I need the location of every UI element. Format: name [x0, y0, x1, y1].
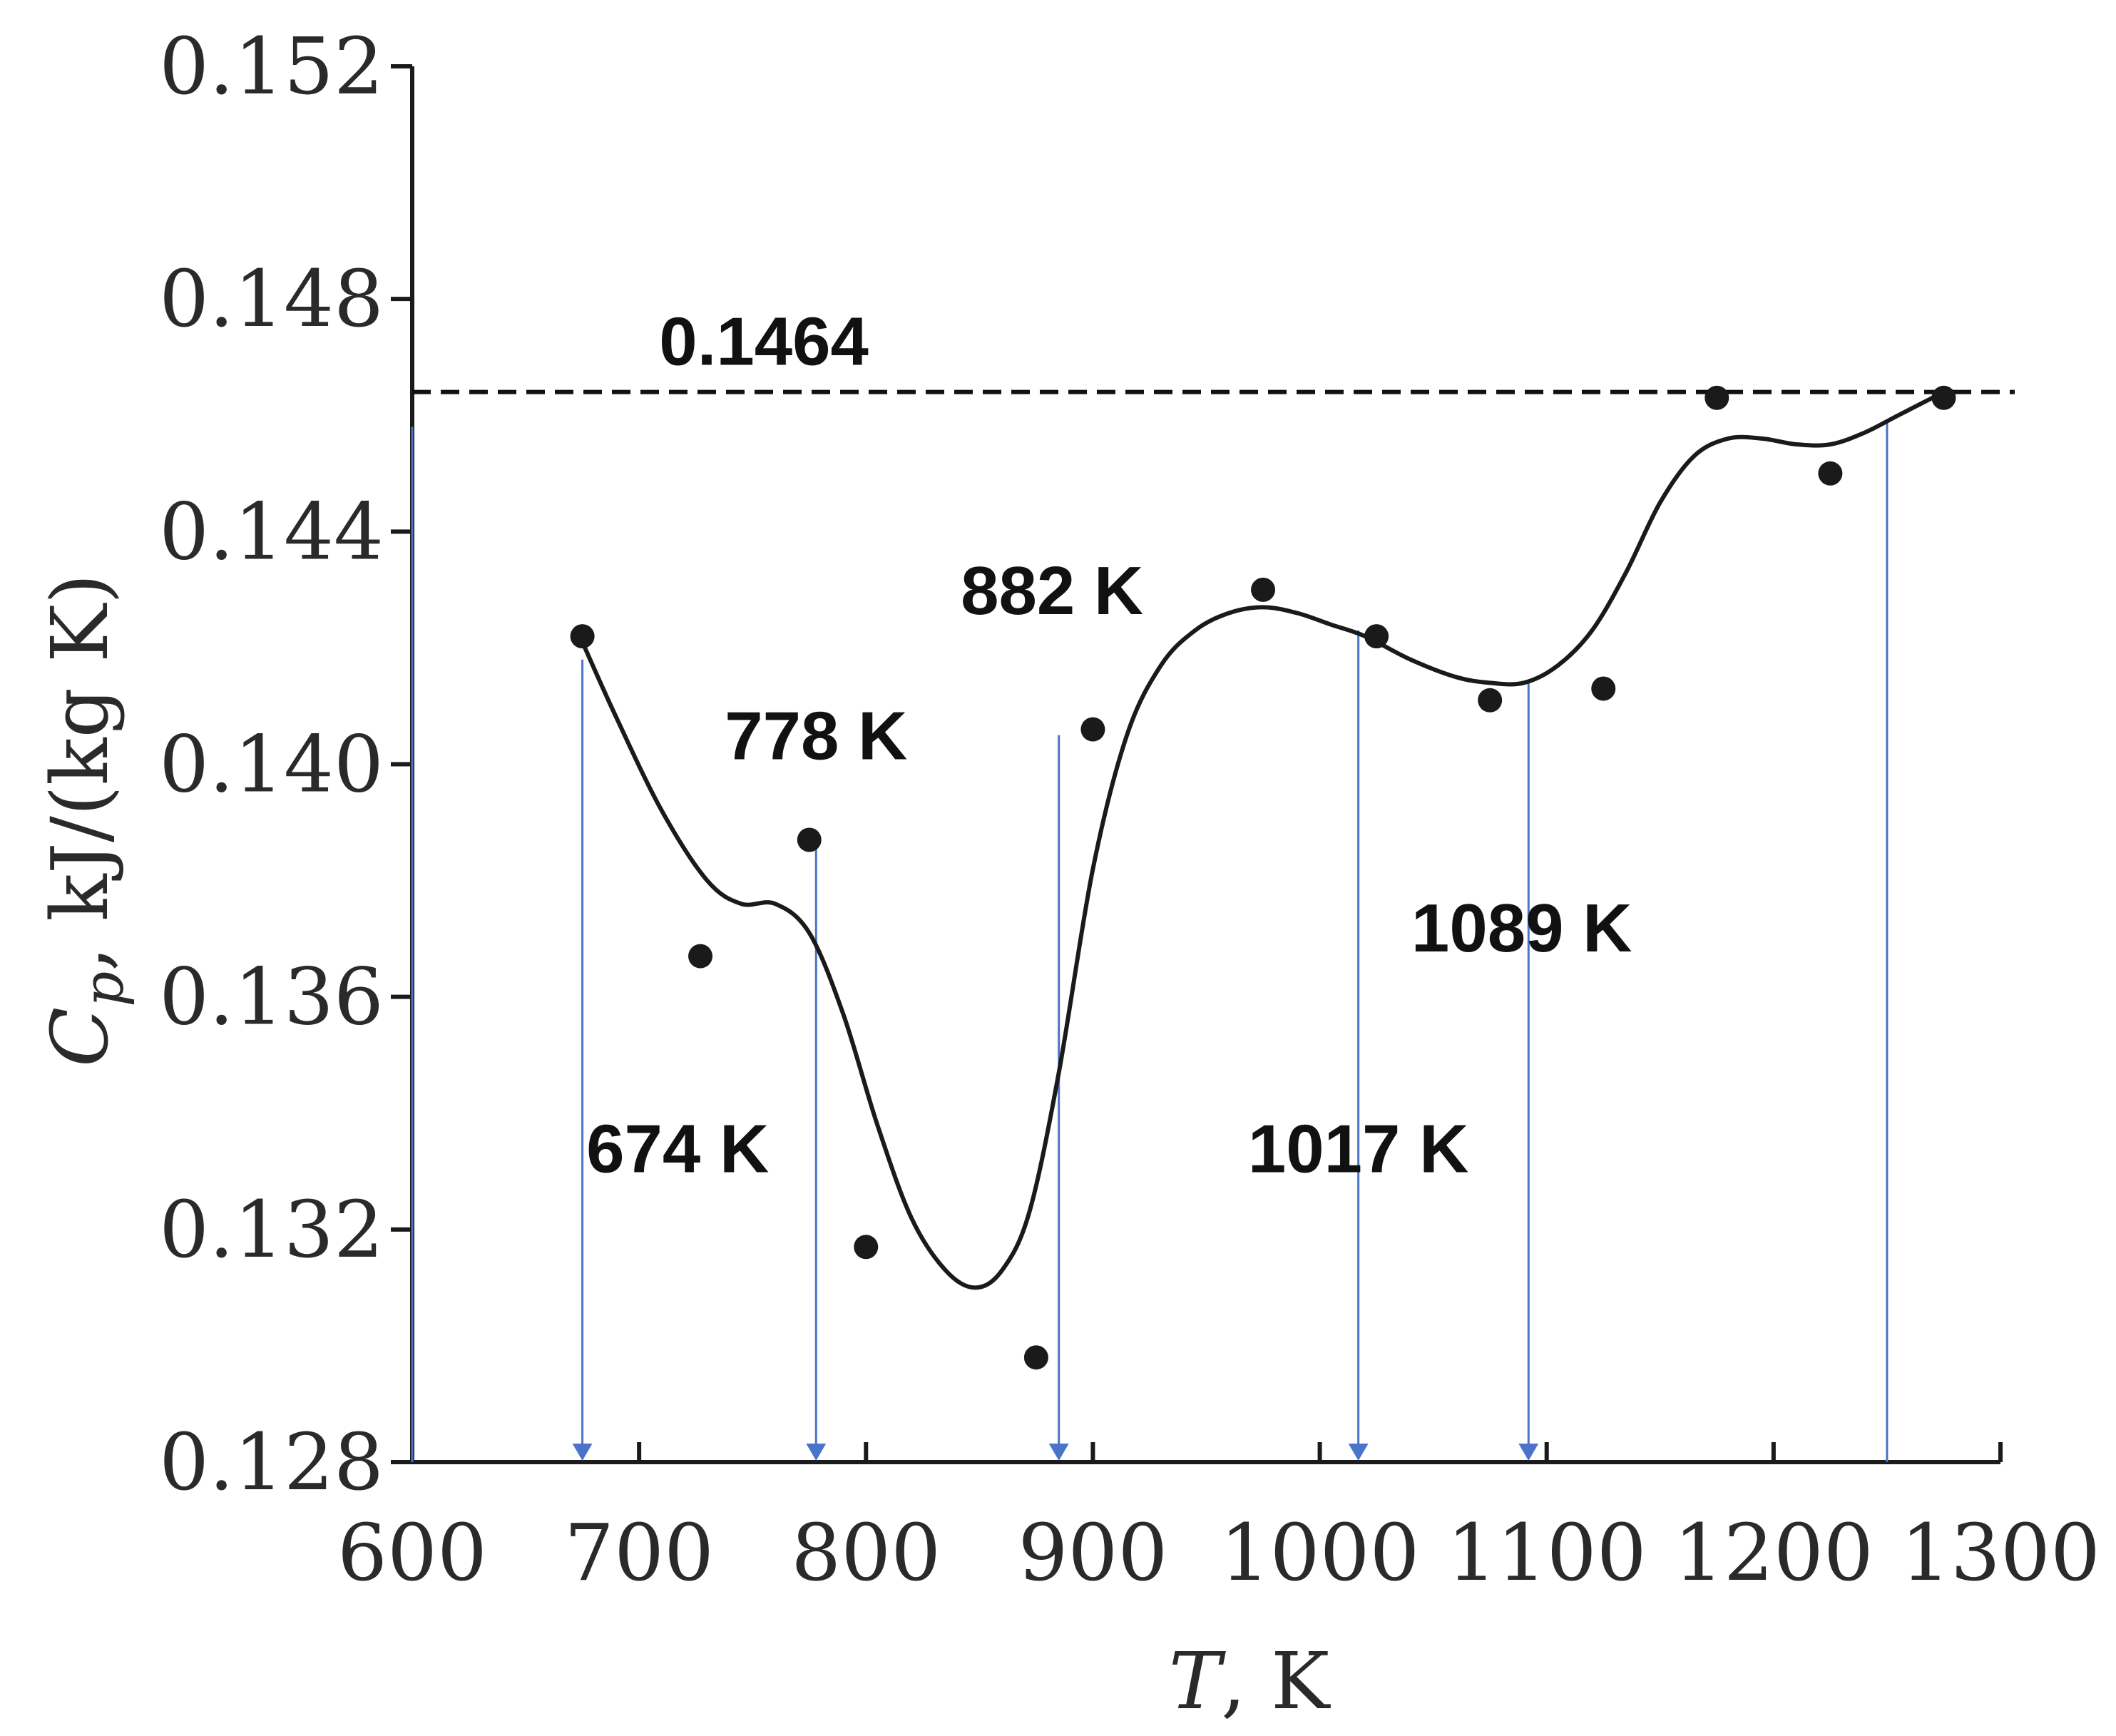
annotation-arrowhead	[1518, 1444, 1539, 1461]
y-tick-label: 0.148	[159, 253, 384, 344]
y-tick-label: 0.140	[159, 719, 384, 810]
data-point	[797, 827, 822, 852]
annotation-arrowhead	[572, 1444, 593, 1461]
data-point	[1023, 1345, 1048, 1370]
tick-labels: 0.128 0.132 0.136 0.140 0.144 0.148 0.152 600 70…	[159, 21, 2100, 1598]
guide-lines	[411, 421, 1888, 1462]
annotation-arrowhead	[1348, 1444, 1369, 1461]
axes	[391, 64, 2003, 1464]
annotation-label: 1089 K	[1411, 890, 1632, 966]
data-point	[1591, 676, 1616, 701]
x-tick-label: 1300	[1901, 1507, 2100, 1598]
y-tick-label: 0.132	[159, 1184, 384, 1275]
reference-line-label: 0.1464	[659, 304, 869, 380]
data-point	[570, 624, 595, 649]
data-points	[570, 385, 1956, 1370]
data-point	[1931, 385, 1956, 410]
x-tick-label: 1200	[1674, 1507, 1874, 1598]
data-point	[1251, 577, 1276, 602]
fit-curve	[580, 389, 1945, 1290]
data-point	[1080, 717, 1105, 742]
axis-titles: T, K Cp, kJ/(kg K)	[34, 573, 1331, 1727]
data-point	[688, 944, 713, 969]
y-tick-label: 0.136	[159, 951, 384, 1043]
annotations: 674 K 778 K 882 K 1017 K 1089 K	[586, 553, 1632, 1188]
annotation-label: 674 K	[586, 1111, 769, 1188]
annotation-label: 778 K	[725, 698, 907, 775]
annotation-label: 1017 K	[1248, 1111, 1469, 1188]
annotation-arrowhead	[806, 1444, 827, 1461]
annotation-label: 882 K	[961, 553, 1143, 629]
y-tick-label: 0.144	[159, 486, 384, 577]
reference-line-group: 0.1464	[412, 304, 2015, 394]
x-tick-label: 700	[564, 1507, 714, 1598]
x-tick-label: 1100	[1447, 1507, 1647, 1598]
x-tick-label: 600	[337, 1507, 487, 1598]
x-tick-label: 900	[1018, 1507, 1167, 1598]
data-point	[1364, 624, 1389, 649]
x-axis-title: T, K	[1169, 1635, 1331, 1727]
data-point	[1704, 385, 1729, 410]
data-point	[854, 1235, 879, 1260]
annotation-arrowhead	[1048, 1444, 1069, 1461]
x-tick-label: 1000	[1220, 1507, 1420, 1598]
y-axis-title: Cp, kJ/(kg K)	[34, 573, 136, 1067]
data-point	[1818, 461, 1843, 486]
y-tick-label: 0.152	[159, 21, 384, 112]
fit-curve-group	[580, 389, 1945, 1290]
x-tick-label: 800	[791, 1507, 941, 1598]
y-tick-label: 0.128	[159, 1416, 384, 1508]
data-point	[1478, 688, 1503, 713]
